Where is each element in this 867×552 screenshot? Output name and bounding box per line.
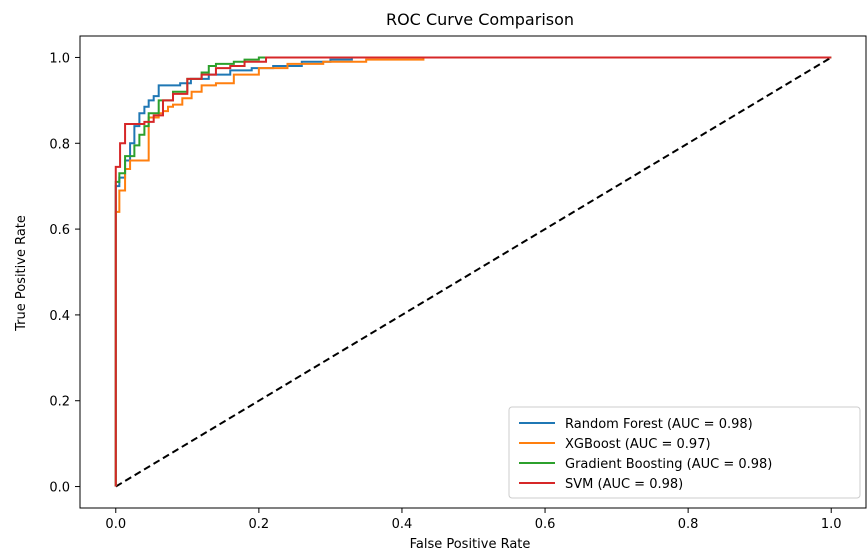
plot-frame xyxy=(79,35,867,509)
y-axis-label: True Positive Rate xyxy=(14,215,29,332)
legend-label-3: SVM (AUC = 0.98) xyxy=(565,477,683,492)
x-tick-label: 0.4 xyxy=(392,517,413,532)
x-tick-label: 1.0 xyxy=(821,517,842,532)
x-axis-label: False Positive Rate xyxy=(410,537,531,552)
series-line-3 xyxy=(114,56,832,487)
series-line-0 xyxy=(114,56,832,487)
y-tick-label: 0.6 xyxy=(49,223,70,238)
x-tick-label: 0.2 xyxy=(249,517,270,532)
x-tick-label: 0.8 xyxy=(678,517,699,532)
chart-title: ROC Curve Comparison xyxy=(386,10,574,29)
y-tick-label: 0.4 xyxy=(49,309,70,324)
y-tick-label: 0.0 xyxy=(49,481,70,496)
axis-ticks: 0.0 0.2 0.4 0.6 0.8 1.0 0.0 0.2 0.4 0.6 0.8 1.0 xyxy=(49,51,841,532)
legend-box xyxy=(508,406,861,499)
y-tick-label: 1.0 xyxy=(49,51,70,66)
x-tick-label: 0.6 xyxy=(535,517,556,532)
legend: Random Forest (AUC = 0.98) XGBoost (AUC =… xyxy=(508,406,861,499)
y-tick-label: 0.2 xyxy=(49,395,70,410)
plot-area xyxy=(114,56,832,488)
legend-label-1: XGBoost (AUC = 0.97) xyxy=(565,437,711,452)
legend-label-0: Random Forest (AUC = 0.98) xyxy=(565,417,753,432)
legend-label-2: Gradient Boosting (AUC = 0.98) xyxy=(565,457,772,472)
y-tick-label: 0.8 xyxy=(49,137,70,152)
x-tick-label: 0.0 xyxy=(105,517,126,532)
chance-reference-line xyxy=(115,56,832,488)
series-line-1 xyxy=(114,56,832,487)
